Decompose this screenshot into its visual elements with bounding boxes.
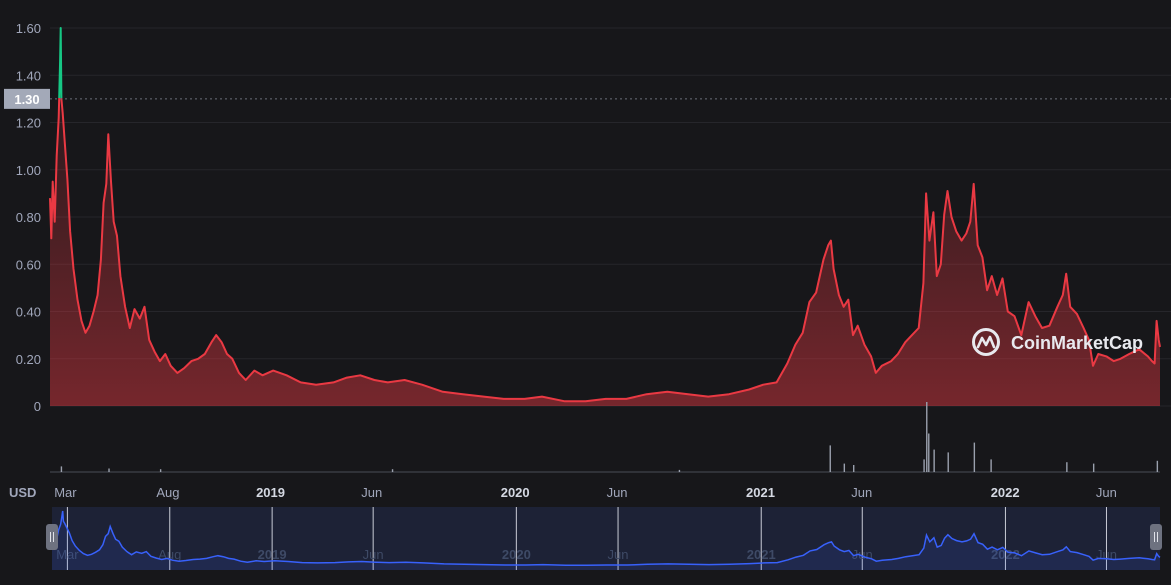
navigator-tick-label: 2019 xyxy=(258,547,287,562)
currency-label: USD xyxy=(9,485,36,500)
y-tick-label: 0.60 xyxy=(16,257,41,272)
volume-bars xyxy=(50,402,1160,473)
navigator-series-line xyxy=(51,510,1161,567)
x-tick-label: Jun xyxy=(361,485,382,500)
y-tick-label: 0 xyxy=(34,399,41,414)
volume-bar xyxy=(391,469,394,472)
price-area xyxy=(50,28,1160,406)
x-tick-label: 2020 xyxy=(501,485,530,500)
volume-bar xyxy=(1066,462,1068,472)
navigator-tick-label: 2021 xyxy=(747,547,776,562)
volume-bar xyxy=(973,442,976,472)
volume-bar xyxy=(159,469,162,472)
navigator-tick-label: Jun xyxy=(608,547,629,562)
y-tick-label: 1.40 xyxy=(16,68,41,83)
x-tick-label: Jun xyxy=(851,485,872,500)
volume-bar xyxy=(923,459,925,472)
grid-lines xyxy=(50,27,1171,407)
volume-bar xyxy=(1156,460,1159,472)
volume-bar xyxy=(829,445,831,472)
volume-bar xyxy=(108,468,110,472)
y-tick-label: 1.00 xyxy=(16,163,41,178)
y-tick-label: 1.20 xyxy=(16,116,41,131)
volume-bar xyxy=(678,469,681,472)
volume-bar xyxy=(1092,463,1095,472)
x-tick-label: 2022 xyxy=(991,485,1020,500)
volume-bar xyxy=(843,463,846,472)
current-price-marker-group: 1.30 xyxy=(4,88,1171,109)
y-tick-label: 0.40 xyxy=(16,305,41,320)
y-tick-label: 0.80 xyxy=(16,210,41,225)
volume-bar xyxy=(853,465,855,472)
volume-bar xyxy=(947,452,949,472)
navigator-tick-label: 2022 xyxy=(991,547,1020,562)
x-tick-label: 2021 xyxy=(746,485,775,500)
y-axis: 0 0.20 0.40 0.60 0.80 1.00 1.20 1.40 1.60 xyxy=(16,21,41,414)
navigator-tick-label: Aug xyxy=(158,547,181,562)
volume-bar xyxy=(933,449,935,472)
x-axis: Mar Aug 2019 Jun 2020 Jun 2021 Jun 2022 Jun xyxy=(54,485,1117,500)
x-tick-label: Jun xyxy=(1096,485,1117,500)
navigator-tick-label: Jun xyxy=(363,547,384,562)
volume-bar xyxy=(60,466,63,472)
x-tick-label: 2019 xyxy=(256,485,285,500)
x-tick-label: Aug xyxy=(156,485,179,500)
x-tick-label: Jun xyxy=(607,485,628,500)
current-price-badge xyxy=(4,88,50,109)
coinmarketcap-logo-icon xyxy=(972,328,1000,356)
y-tick-label: 0.20 xyxy=(16,352,41,367)
navigator-tick-label: 2020 xyxy=(502,547,531,562)
navigator-left-handle[interactable] xyxy=(46,524,58,550)
y-tick-label: 1.60 xyxy=(16,21,41,36)
navigator-tick-label: Mar xyxy=(56,547,79,562)
price-line xyxy=(49,27,1161,403)
navigator-area xyxy=(52,511,1160,570)
navigator[interactable]: Mar Aug 2019 Jun 2020 Jun 2021 Jun 2022 Jun xyxy=(46,507,1162,570)
brand-name: CoinMarketCap xyxy=(1011,333,1143,353)
price-area-fill xyxy=(50,28,1160,406)
navigator-right-handle[interactable] xyxy=(1150,524,1162,550)
coinmarketcap-watermark: CoinMarketCap xyxy=(972,328,1143,356)
x-tick-label: Mar xyxy=(54,485,77,500)
volume-bar xyxy=(928,433,930,472)
volume-bar xyxy=(926,402,928,472)
current-price-label: 1.30 xyxy=(14,92,39,107)
volume-bar xyxy=(990,459,992,472)
price-series-line xyxy=(49,98,1161,403)
